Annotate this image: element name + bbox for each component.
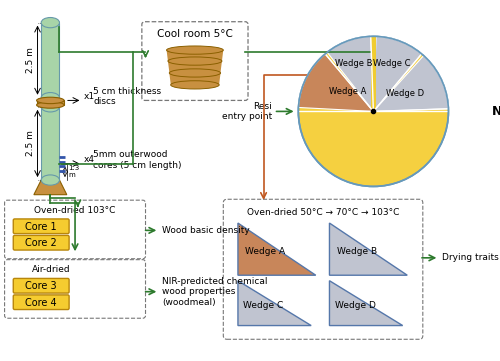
FancyBboxPatch shape (224, 199, 423, 339)
Text: N: N (492, 105, 500, 118)
Wedge shape (298, 54, 374, 112)
Ellipse shape (41, 175, 60, 185)
Ellipse shape (41, 17, 60, 28)
Wedge shape (374, 36, 422, 112)
Ellipse shape (36, 102, 64, 108)
Text: Wedge D: Wedge D (386, 88, 424, 97)
FancyBboxPatch shape (14, 235, 69, 250)
Ellipse shape (170, 81, 219, 89)
Polygon shape (330, 223, 407, 275)
Text: Wood basic density: Wood basic density (162, 226, 250, 235)
Polygon shape (36, 100, 64, 105)
FancyBboxPatch shape (14, 219, 69, 234)
Polygon shape (41, 107, 60, 180)
Wedge shape (374, 56, 448, 112)
Polygon shape (168, 61, 222, 72)
Polygon shape (166, 50, 224, 61)
Text: Wedge C: Wedge C (373, 59, 410, 68)
Text: 2.5 m: 2.5 m (26, 47, 35, 73)
Circle shape (298, 36, 448, 186)
Text: 5 cm thickness
discs: 5 cm thickness discs (94, 87, 162, 106)
Ellipse shape (36, 97, 64, 104)
Polygon shape (238, 281, 311, 326)
Text: Resi
entry point: Resi entry point (222, 102, 272, 121)
Text: NIR-predicted chemical
wood properties
(woodmeal): NIR-predicted chemical wood properties (… (162, 277, 268, 306)
Polygon shape (170, 73, 220, 84)
Text: Wedge A: Wedge A (245, 247, 285, 256)
FancyBboxPatch shape (14, 295, 69, 309)
Ellipse shape (170, 69, 220, 77)
Text: Wedge D: Wedge D (334, 301, 376, 310)
Polygon shape (371, 36, 376, 112)
Ellipse shape (41, 102, 60, 112)
Ellipse shape (168, 57, 222, 65)
Text: Core 1: Core 1 (26, 222, 57, 232)
Text: Oven-dried 50°C → 70°C → 103°C: Oven-dried 50°C → 70°C → 103°C (247, 208, 399, 217)
FancyBboxPatch shape (4, 260, 146, 318)
Text: Wedge B: Wedge B (336, 247, 377, 256)
Text: Wedge A: Wedge A (329, 87, 366, 96)
Text: 2.5 m: 2.5 m (26, 130, 35, 156)
Text: x4: x4 (84, 155, 95, 164)
Text: Oven-dried 103°C: Oven-dried 103°C (34, 206, 116, 215)
Text: Drying traits: Drying traits (442, 253, 499, 262)
Text: Core 4: Core 4 (26, 298, 57, 308)
Polygon shape (238, 223, 316, 275)
Ellipse shape (41, 92, 60, 103)
Ellipse shape (166, 46, 224, 54)
Text: Cool room 5°C: Cool room 5°C (157, 29, 233, 39)
Text: 5mm outerwood
cores (5 cm length): 5mm outerwood cores (5 cm length) (94, 150, 182, 170)
Text: Air-dried: Air-dried (32, 265, 70, 274)
FancyBboxPatch shape (4, 200, 146, 259)
FancyBboxPatch shape (14, 278, 69, 293)
Polygon shape (41, 23, 60, 98)
Polygon shape (330, 281, 402, 326)
Wedge shape (327, 36, 374, 112)
Text: x1: x1 (84, 92, 96, 101)
Polygon shape (34, 180, 67, 195)
Text: Wedge B: Wedge B (334, 59, 372, 68)
Text: Core 3: Core 3 (26, 281, 57, 291)
Text: 1.3
m: 1.3 m (68, 165, 80, 178)
Text: Wedge C: Wedge C (244, 301, 284, 310)
Text: Core 2: Core 2 (26, 238, 57, 248)
FancyBboxPatch shape (142, 22, 248, 100)
